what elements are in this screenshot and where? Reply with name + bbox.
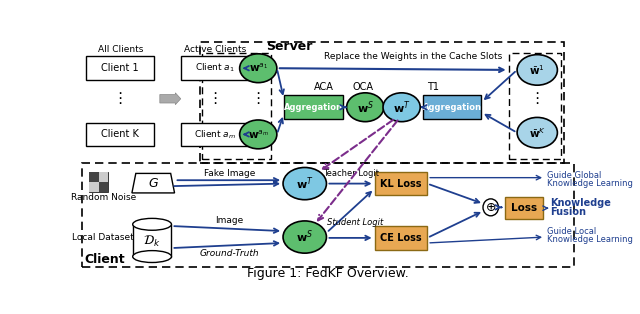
Bar [284, 95, 343, 119]
Bar [374, 226, 428, 250]
Text: G: G [149, 177, 159, 190]
Bar [509, 53, 561, 159]
Text: Guide Global: Guide Global [547, 171, 602, 180]
Text: Student Logit: Student Logit [327, 218, 383, 227]
Text: Figure 1: FedKF Overview.: Figure 1: FedKF Overview. [247, 267, 409, 280]
Bar [99, 182, 108, 192]
Bar [81, 163, 573, 267]
Text: Knowledge: Knowledge [550, 198, 611, 208]
Text: Ground-Truth: Ground-Truth [200, 249, 259, 258]
Text: Aggregation: Aggregation [284, 103, 343, 112]
Text: Image: Image [216, 216, 244, 225]
Text: $\mathbf{w}^T$: $\mathbf{w}^T$ [296, 175, 314, 192]
Text: Client $a_m$: Client $a_m$ [194, 128, 236, 141]
Bar [90, 182, 99, 192]
Ellipse shape [239, 120, 277, 149]
Bar [90, 172, 108, 192]
Bar [90, 172, 99, 182]
Text: ⋮: ⋮ [113, 91, 128, 106]
Text: Guide Local: Guide Local [547, 227, 596, 236]
Text: Client $a_1$: Client $a_1$ [195, 62, 235, 74]
Text: $\bar{\mathbf{w}}^{1}$: $\bar{\mathbf{w}}^{1}$ [529, 63, 545, 77]
Ellipse shape [283, 221, 326, 253]
Bar [180, 56, 249, 80]
Text: Local Dataset: Local Dataset [72, 233, 134, 241]
Text: Server: Server [266, 40, 312, 53]
Bar [99, 172, 108, 182]
Bar [422, 95, 481, 119]
Text: OCA: OCA [353, 82, 373, 92]
Text: $\mathbf{w}^T$: $\mathbf{w}^T$ [393, 99, 410, 116]
Text: All Clients: All Clients [98, 45, 143, 54]
Text: ⋮: ⋮ [207, 91, 223, 106]
Text: ⋮: ⋮ [251, 91, 266, 106]
Bar [86, 56, 154, 80]
Circle shape [483, 199, 499, 216]
Bar [202, 53, 271, 159]
Text: CE Loss: CE Loss [380, 233, 422, 243]
Bar [86, 122, 154, 146]
Text: KL Loss: KL Loss [380, 179, 422, 189]
Bar [374, 172, 428, 196]
Text: Random Noise: Random Noise [70, 193, 136, 202]
Bar [505, 197, 543, 219]
Text: ⋮: ⋮ [530, 91, 545, 106]
Text: Knowledge Learning: Knowledge Learning [547, 179, 633, 188]
Text: $\mathbf{w}^{a_1}$: $\mathbf{w}^{a_1}$ [249, 62, 268, 74]
Ellipse shape [132, 218, 172, 230]
Text: $\mathbf{w}^S$: $\mathbf{w}^S$ [356, 99, 374, 116]
Text: $\mathbf{w}^S$: $\mathbf{w}^S$ [296, 229, 313, 245]
Text: T1: T1 [427, 82, 438, 92]
Ellipse shape [383, 93, 420, 122]
Text: Knowledge Learning: Knowledge Learning [547, 235, 633, 244]
Text: Client 1: Client 1 [102, 63, 139, 73]
Bar [132, 224, 172, 257]
Text: Fake Image: Fake Image [204, 169, 255, 178]
Text: Aggregation: Aggregation [422, 103, 481, 112]
Ellipse shape [239, 54, 277, 83]
Text: Replace the Weights in the Cache Slots: Replace the Weights in the Cache Slots [324, 52, 502, 61]
Text: $\bar{\mathbf{w}}^{K}$: $\bar{\mathbf{w}}^{K}$ [529, 126, 546, 140]
Text: $\mathbf{w}^{a_m}$: $\mathbf{w}^{a_m}$ [248, 128, 269, 141]
Text: $\oplus$: $\oplus$ [485, 201, 497, 214]
Text: Client: Client [84, 253, 125, 267]
Ellipse shape [517, 117, 557, 148]
Bar [180, 122, 249, 146]
Text: Client K: Client K [101, 129, 140, 139]
Ellipse shape [517, 55, 557, 85]
Text: Fusion: Fusion [550, 207, 586, 217]
Text: Active Clients: Active Clients [184, 45, 247, 54]
Polygon shape [132, 173, 175, 193]
FancyArrow shape [160, 93, 180, 105]
Text: $\mathcal{D}_k$: $\mathcal{D}_k$ [143, 234, 161, 249]
Ellipse shape [283, 167, 326, 200]
Text: ACA: ACA [314, 82, 334, 92]
Bar [200, 42, 564, 163]
Ellipse shape [347, 93, 384, 122]
Ellipse shape [132, 251, 172, 263]
Text: Teacher Logit: Teacher Logit [323, 169, 380, 178]
Text: Loss: Loss [511, 203, 537, 213]
